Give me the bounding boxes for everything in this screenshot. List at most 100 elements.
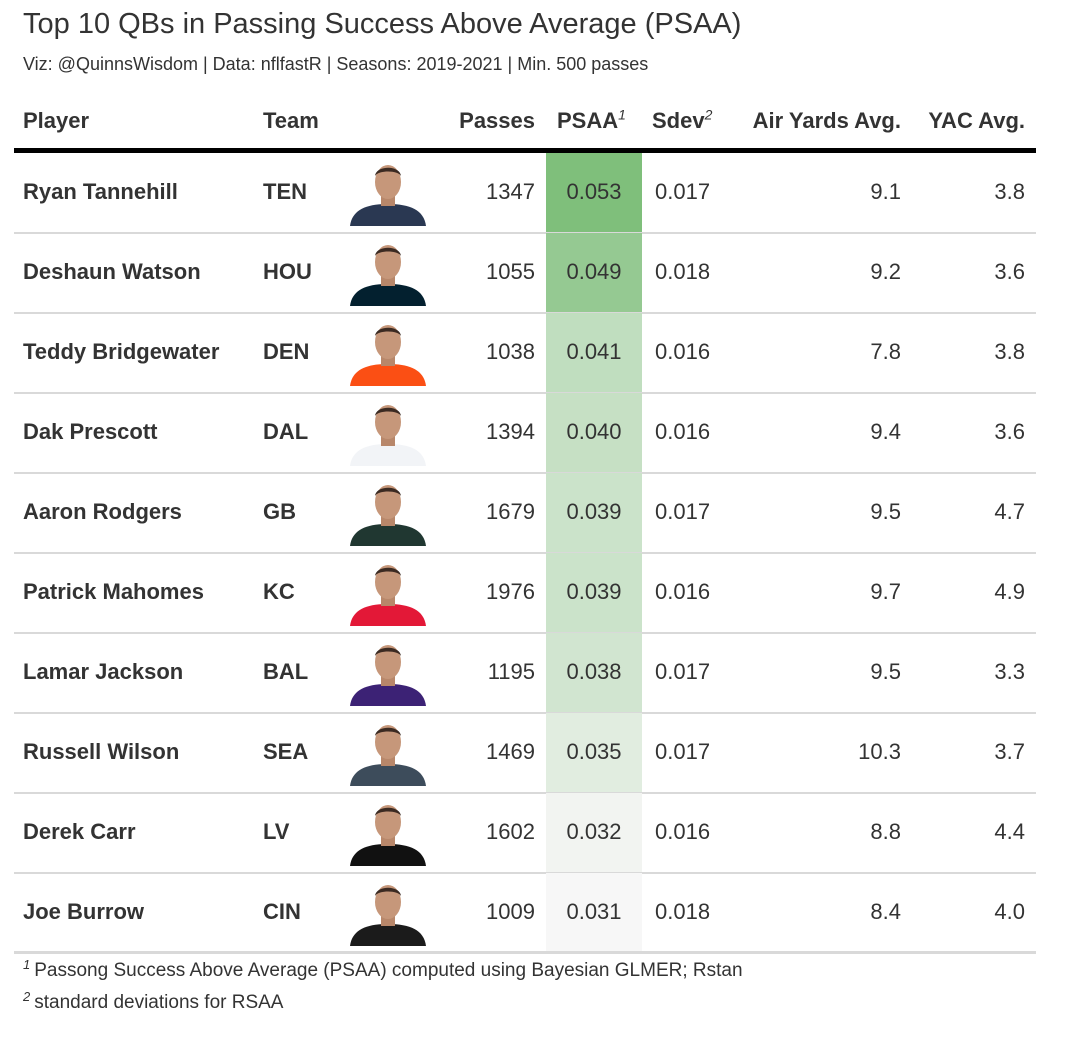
psaa-value: 0.035: [566, 739, 622, 764]
header-sdev-footnote-mark: 2: [704, 106, 713, 123]
yac-value: 3.8: [994, 179, 1025, 204]
row-divider: [14, 632, 1036, 634]
air-yards-value: 9.7: [870, 579, 901, 604]
psaa-color-cell: [546, 633, 642, 713]
psaa-color-cell: [546, 233, 642, 313]
row-divider: [14, 392, 1036, 394]
psaa-color-cell: [546, 313, 642, 393]
psaa-color-cell: [546, 393, 642, 473]
psaa-value: 0.039: [566, 579, 622, 604]
team-abbr: GB: [263, 499, 296, 524]
yac-value: 4.9: [994, 579, 1025, 604]
player-name: Derek Carr: [23, 819, 136, 844]
yac-value: 3.3: [994, 659, 1025, 684]
table-title: Top 10 QBs in Passing Success Above Aver…: [23, 8, 742, 40]
passes-value: 1009: [486, 899, 535, 924]
psaa-color-cell: [546, 873, 642, 953]
player-name: Joe Burrow: [23, 899, 145, 924]
yac-value: 3.8: [994, 339, 1025, 364]
player-headshot: [350, 245, 426, 306]
psaa-value: 0.038: [566, 659, 622, 684]
player-headshot: [350, 405, 426, 466]
footnote-1-text: Passong Success Above Average (PSAA) com…: [34, 960, 743, 981]
row-divider: [14, 792, 1036, 794]
row-divider: [14, 872, 1036, 874]
air-yards-value: 8.4: [870, 899, 901, 924]
team-abbr: CIN: [263, 899, 301, 924]
passes-value: 1195: [487, 659, 535, 684]
footnote-1-mark: 1: [23, 956, 31, 972]
footnote-2-text: standard deviations for RSAA: [34, 992, 284, 1013]
row-divider: [14, 232, 1036, 234]
air-yards-value: 9.2: [870, 259, 901, 284]
row-divider: [14, 712, 1036, 714]
header-rule: [14, 148, 1036, 153]
psaa-value: 0.041: [566, 339, 622, 364]
air-yards-value: 9.1: [870, 179, 901, 204]
table-subtitle: Viz: @QuinnsWisdom | Data: nflfastR | Se…: [23, 54, 649, 74]
team-abbr: LV: [263, 819, 290, 844]
sdev-value: 0.016: [655, 339, 711, 364]
header-sdev: Sdev2: [652, 108, 712, 134]
sdev-value: 0.016: [655, 819, 711, 844]
passes-value: 1055: [486, 259, 535, 284]
row-divider: [14, 312, 1036, 314]
yac-value: 4.0: [994, 899, 1025, 924]
player-name: Ryan Tannehill: [23, 179, 178, 204]
sdev-value: 0.018: [655, 899, 711, 924]
team-abbr: SEA: [263, 739, 309, 764]
passes-value: 1347: [486, 179, 535, 204]
team-abbr: DAL: [263, 419, 309, 444]
row-divider: [14, 472, 1036, 474]
passes-value: 1976: [486, 579, 535, 604]
air-yards-value: 7.8: [870, 339, 901, 364]
psaa-value: 0.040: [566, 419, 622, 444]
passes-value: 1602: [486, 819, 535, 844]
psaa-color-cell: [546, 793, 642, 873]
sdev-value: 0.017: [655, 659, 711, 684]
passes-value: 1679: [486, 499, 535, 524]
player-headshot: [350, 805, 426, 866]
footnote-2-mark: 2: [23, 988, 31, 1004]
sdev-value: 0.017: [655, 739, 711, 764]
team-abbr: TEN: [263, 179, 307, 204]
header-team: Team: [263, 108, 319, 133]
footnote-2: 2 standard deviations for RSAA: [23, 988, 284, 1014]
team-abbr: KC: [263, 579, 295, 604]
player-headshot: [350, 325, 426, 386]
team-abbr: HOU: [263, 259, 312, 284]
yac-value: 3.6: [994, 259, 1025, 284]
header-sdev-label: Sdev: [652, 108, 705, 133]
air-yards-value: 10.3: [858, 739, 901, 764]
team-abbr: BAL: [263, 659, 309, 684]
header-yac: YAC Avg.: [928, 108, 1025, 133]
player-headshot: [350, 165, 426, 226]
sdev-value: 0.018: [655, 259, 711, 284]
psaa-value: 0.031: [566, 899, 622, 924]
sdev-value: 0.017: [655, 179, 711, 204]
psaa-value: 0.032: [566, 819, 622, 844]
sdev-value: 0.017: [655, 499, 711, 524]
passes-value: 1394: [486, 419, 535, 444]
psaa-value: 0.053: [566, 179, 622, 204]
passes-value: 1469: [486, 739, 535, 764]
player-name: Aaron Rodgers: [23, 499, 182, 524]
player-name: Patrick Mahomes: [23, 579, 204, 604]
player-name: Russell Wilson: [23, 739, 180, 764]
psaa-value: 0.049: [566, 259, 622, 284]
air-yards-value: 8.8: [870, 819, 901, 844]
player-name: Teddy Bridgewater: [23, 339, 220, 364]
player-headshot: [350, 485, 426, 546]
yac-value: 4.7: [994, 499, 1025, 524]
psaa-color-cell: [546, 473, 642, 553]
player-headshot: [350, 565, 426, 626]
sdev-value: 0.016: [655, 419, 711, 444]
header-psaa-label: PSAA: [557, 108, 619, 133]
footer-rule: [14, 951, 1036, 954]
header-air-yards: Air Yards Avg.: [752, 108, 901, 133]
player-name: Dak Prescott: [23, 419, 158, 444]
psaa-value: 0.039: [566, 499, 622, 524]
team-abbr: DEN: [263, 339, 310, 364]
psaa-color-cell: [546, 713, 642, 793]
